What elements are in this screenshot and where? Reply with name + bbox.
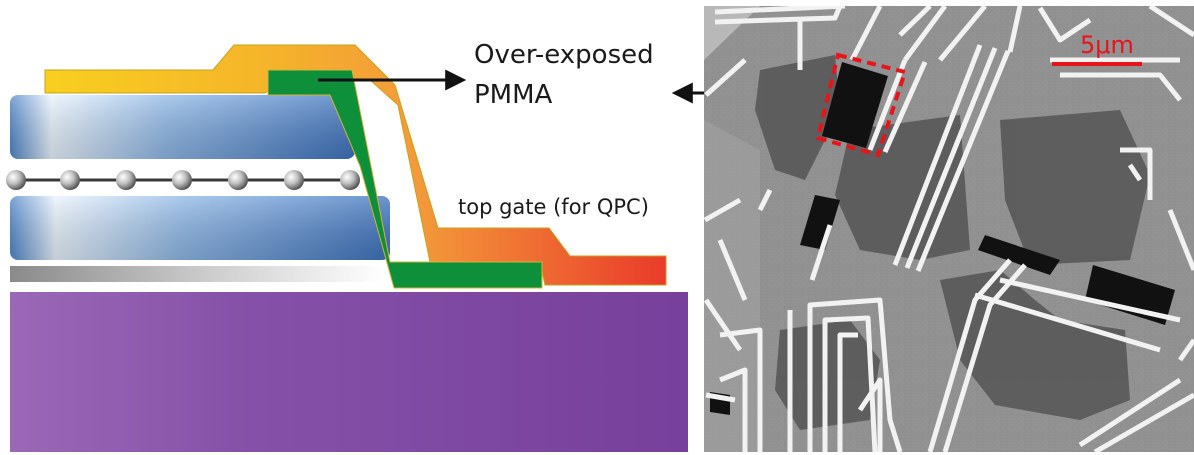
graphene-chain	[6, 170, 360, 190]
pmma-label-line2: PMMA	[474, 80, 553, 110]
scale-bar: 5μm	[1052, 31, 1142, 66]
pmma-label-line1: Over-exposed	[474, 40, 654, 70]
top-gate-label: top gate (for QPC)	[458, 195, 649, 219]
substrate-layer	[10, 292, 688, 452]
pmma-highlight-box	[815, 52, 908, 158]
lower-hbn-layer	[10, 196, 390, 260]
scale-bar-label: 5μm	[1080, 31, 1134, 59]
bottom-gate-layer	[10, 266, 385, 282]
sem-micrograph: 5μm	[704, 6, 1194, 452]
device-schematic: Over-exposed PMMA top gate (for QPC)	[6, 40, 832, 452]
metal-leads	[704, 6, 1194, 452]
upper-hbn-layer	[10, 95, 355, 159]
overexposed-pmma-layer	[267, 69, 543, 289]
